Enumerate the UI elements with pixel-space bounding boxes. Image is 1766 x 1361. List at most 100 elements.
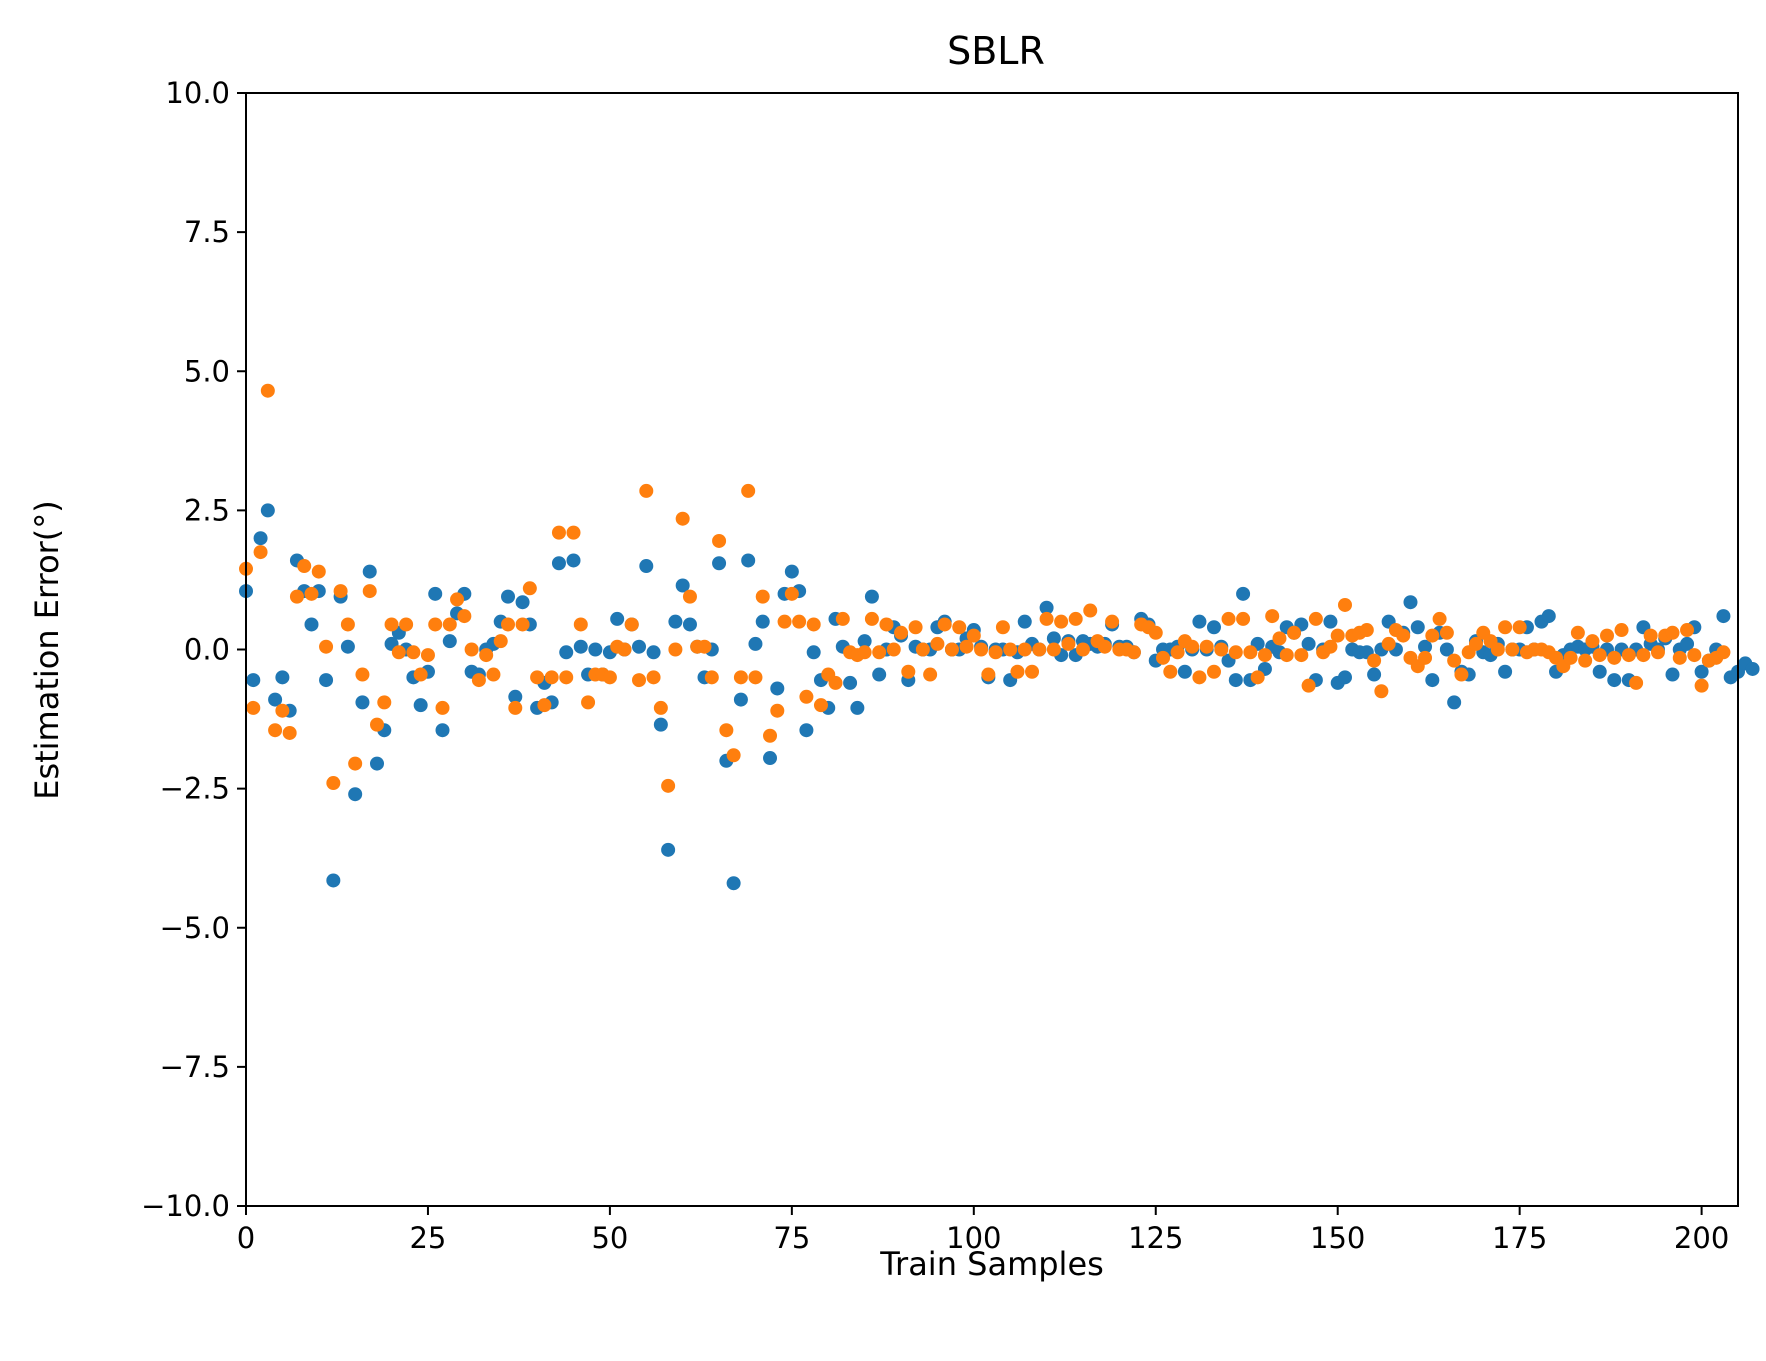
data-point: [1148, 625, 1163, 640]
data-point: [719, 723, 734, 738]
data-point: [1600, 628, 1614, 643]
x-tick-label: 50: [591, 1221, 628, 1255]
y-tick-label: 10.0: [165, 76, 230, 110]
data-point: [559, 670, 574, 685]
data-point: [930, 636, 945, 651]
data-point: [675, 578, 690, 593]
data-point: [1097, 639, 1112, 654]
data-point: [1374, 684, 1389, 699]
data-point: [1607, 673, 1622, 688]
data-point: [370, 756, 384, 771]
data-point: [428, 617, 443, 632]
data-point: [435, 700, 450, 715]
data-point: [551, 525, 566, 540]
data-point: [260, 383, 275, 398]
data-point: [763, 728, 778, 743]
data-point: [1570, 625, 1585, 640]
data-point: [639, 559, 654, 574]
data-point: [1068, 611, 1083, 626]
data-point: [464, 642, 479, 657]
data-point: [763, 751, 778, 766]
x-tick-label: 125: [1128, 1221, 1183, 1255]
data-point: [1272, 631, 1287, 646]
data-point: [486, 667, 501, 682]
data-point: [1279, 648, 1294, 663]
data-point: [391, 645, 406, 660]
data-point: [1621, 648, 1636, 663]
data-point: [1447, 695, 1462, 710]
data-point: [632, 673, 647, 688]
data-point: [1694, 664, 1709, 679]
data-point: [799, 689, 814, 704]
chart-title: SBLR: [947, 29, 1045, 73]
data-point: [748, 670, 763, 685]
data-point: [1221, 611, 1236, 626]
data-point: [311, 564, 326, 579]
data-point: [566, 553, 581, 568]
data-point: [1323, 639, 1338, 654]
data-point: [1716, 645, 1731, 660]
data-point: [1083, 603, 1098, 618]
data-point: [588, 642, 603, 657]
data-point: [712, 533, 727, 548]
data-point: [1039, 600, 1054, 615]
data-point: [1636, 648, 1651, 663]
data-point: [1046, 642, 1061, 657]
data-point: [537, 698, 552, 713]
data-point: [479, 648, 494, 663]
data-point: [828, 675, 843, 690]
data-point: [1745, 661, 1760, 676]
data-point: [326, 776, 341, 791]
data-point: [370, 717, 384, 732]
data-point: [377, 695, 392, 710]
x-tick-label: 75: [773, 1221, 810, 1255]
data-point: [799, 723, 814, 738]
data-point: [872, 645, 887, 660]
data-point: [748, 636, 763, 651]
data-point: [1177, 664, 1192, 679]
data-point: [639, 483, 654, 498]
data-point: [297, 559, 312, 574]
data-point: [770, 681, 785, 696]
y-tick-label: 0.0: [184, 633, 230, 667]
series-2: [239, 383, 1731, 793]
data-point: [1163, 664, 1178, 679]
data-point: [1330, 628, 1345, 643]
data-point: [668, 642, 683, 657]
data-point: [304, 586, 319, 601]
data-point: [1680, 623, 1695, 638]
data-point: [726, 748, 741, 763]
y-tick-label: −2.5: [160, 772, 230, 806]
data-point: [246, 673, 261, 688]
data-point: [1665, 667, 1680, 682]
data-point: [275, 703, 290, 718]
data-point: [675, 511, 690, 526]
x-tick-label: 150: [1310, 1221, 1365, 1255]
data-point: [1468, 636, 1483, 651]
data-point: [988, 645, 1003, 660]
data-point: [340, 639, 355, 654]
data-point: [944, 642, 959, 657]
data-point: [1694, 678, 1709, 693]
data-point: [632, 639, 647, 654]
data-point: [1206, 620, 1221, 635]
data-point: [581, 695, 596, 710]
data-point: [1672, 650, 1687, 665]
data-point: [1592, 664, 1607, 679]
data-point: [1585, 634, 1600, 649]
data-point: [406, 645, 421, 660]
data-point: [1418, 650, 1433, 665]
data-point: [1381, 636, 1396, 651]
data-point: [1337, 670, 1352, 685]
data-point: [1498, 664, 1513, 679]
data-point: [1192, 670, 1207, 685]
data-point: [784, 564, 799, 579]
data-point: [682, 589, 697, 604]
data-point: [923, 667, 938, 682]
data-point: [1403, 595, 1418, 610]
data-point: [777, 614, 792, 629]
data-point: [1206, 664, 1221, 679]
data-point: [559, 645, 574, 660]
data-point: [493, 634, 508, 649]
data-point: [653, 700, 668, 715]
